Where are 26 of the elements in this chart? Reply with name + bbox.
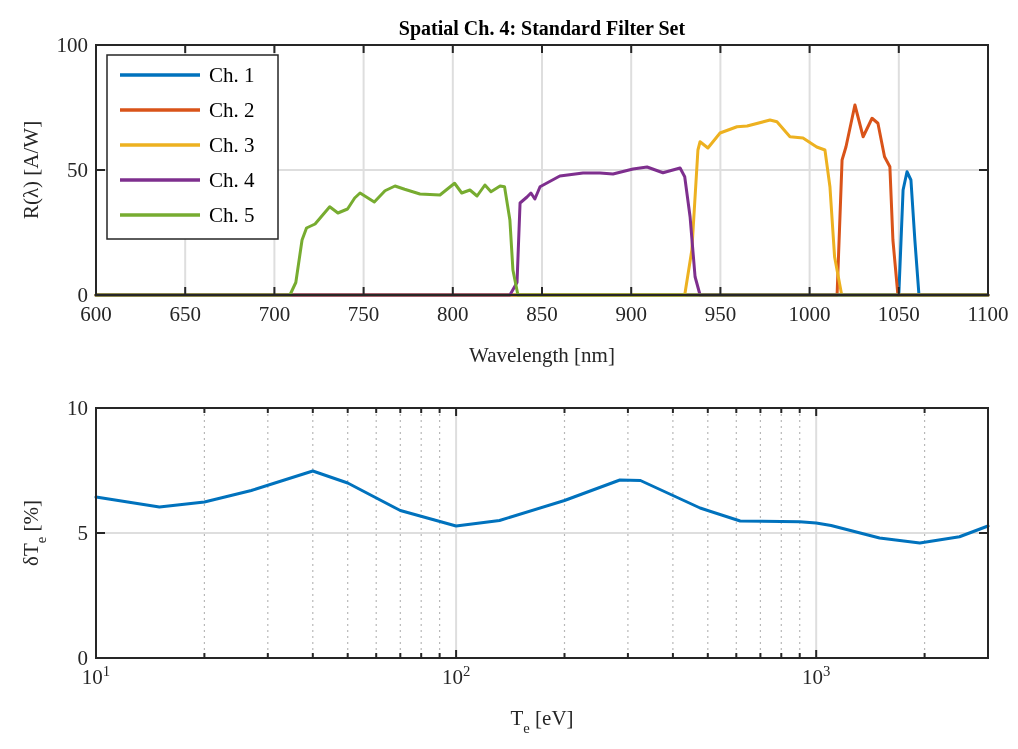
legend-label: Ch. 2 — [209, 98, 255, 122]
x-axis-title: Wavelength [nm] — [469, 343, 615, 367]
x-tick-label: 750 — [347, 302, 380, 326]
x-tick-label: 1100 — [967, 302, 1009, 326]
legend-label: Ch. 1 — [209, 63, 255, 87]
y-tick-label: 0 — [77, 646, 88, 670]
chart-title: Spatial Ch. 4: Standard Filter Set — [398, 17, 686, 40]
x-axis-title: T$_{e}$ [eV] — [510, 706, 574, 736]
x-tick-label: 900 — [615, 302, 647, 326]
x-tick-label: 10$^{2}$ — [441, 663, 471, 689]
x-tick-label: 950 — [704, 302, 737, 326]
x-tick-label: 650 — [169, 302, 201, 326]
y-axis-title: R(λ) [A/W] — [19, 120, 43, 220]
y-tick-label: 100 — [56, 33, 88, 57]
x-tick-label: 850 — [526, 302, 558, 326]
x-tick-label: 800 — [437, 302, 469, 326]
y-tick-label: 5 — [77, 521, 88, 545]
x-tick-label: 10$^{3}$ — [802, 663, 831, 689]
legend-label: Ch. 5 — [209, 203, 255, 227]
y-tick-label: 50 — [67, 158, 88, 182]
legend-label: Ch. 4 — [209, 168, 256, 192]
y-tick-label: 10 — [67, 396, 88, 420]
legend-label: Ch. 3 — [209, 133, 255, 157]
x-tick-label: 700 — [258, 302, 291, 326]
x-tick-label: 1000 — [788, 302, 831, 326]
x-tick-label: 1050 — [877, 302, 920, 326]
